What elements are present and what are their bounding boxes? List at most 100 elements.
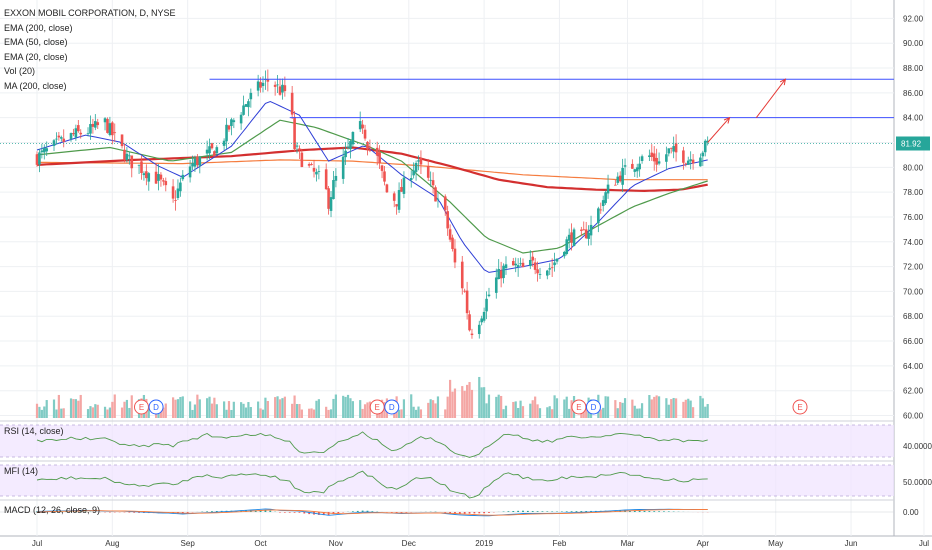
candle-body <box>208 146 211 154</box>
volume-bar <box>463 390 466 418</box>
y-tick-label: 66.00 <box>903 337 924 346</box>
volume-bar <box>585 404 588 418</box>
volume-bar <box>210 403 214 418</box>
volume-bar <box>616 408 619 418</box>
macd-histogram-bar <box>551 511 554 512</box>
volume-bar <box>342 395 345 418</box>
macd-histogram-bar <box>138 512 140 513</box>
candle-body <box>193 158 197 167</box>
candle-body <box>157 174 160 181</box>
macd-histogram-bar <box>473 512 476 514</box>
macd-histogram-bar <box>322 512 325 516</box>
legend-ema200[interactable]: EMA (200, close) <box>4 22 73 33</box>
marker-label: E <box>375 403 380 412</box>
candle-body <box>300 152 304 167</box>
macd-pane-label[interactable]: MACD (12, 26, close, 9) <box>4 505 101 515</box>
volume-bar <box>274 397 277 418</box>
candle-body <box>582 229 586 231</box>
volume-bar <box>106 409 109 418</box>
volume-bar <box>308 408 311 418</box>
legend-ema50[interactable]: EMA (50, close) <box>4 37 68 47</box>
volume-bar <box>249 407 252 418</box>
macd-histogram-bar <box>361 510 364 512</box>
macd-histogram-bar <box>643 510 646 512</box>
volume-bar <box>329 409 333 418</box>
candle-body <box>230 119 233 127</box>
candle-body <box>434 187 437 202</box>
macd-histogram-bar <box>478 512 481 514</box>
macd-histogram-bar <box>215 511 218 512</box>
candle-body <box>392 193 396 201</box>
candle-body <box>565 239 569 254</box>
volume-bar <box>614 400 617 418</box>
mfi-pane-label[interactable]: MFI (14) <box>4 466 39 476</box>
legend-ma200[interactable]: MA (200, close) <box>4 80 67 91</box>
volume-bar <box>128 407 131 418</box>
macd-histogram-bar <box>337 512 340 514</box>
candle-body <box>669 147 673 149</box>
candle-body <box>256 81 260 91</box>
candle-body <box>548 268 552 270</box>
candle-body <box>205 149 209 154</box>
volume-bar <box>563 399 566 418</box>
volume-bar <box>247 402 250 418</box>
volume-bar <box>96 404 99 418</box>
y-tick-label: 78.00 <box>903 188 924 197</box>
volume-bar <box>196 394 199 418</box>
y-tick-label: 80.00 <box>903 163 924 172</box>
candle-body <box>652 153 656 162</box>
legend-volume[interactable]: Vol (20) <box>4 66 36 76</box>
candle-body <box>701 152 705 157</box>
y-tick-label: 60.00 <box>903 412 924 421</box>
earnings-marker <box>369 399 385 415</box>
legend-ema20[interactable]: EMA (20, close) <box>4 51 68 62</box>
volume-bar <box>215 404 218 418</box>
volume-bar <box>570 400 573 418</box>
candle-body <box>555 258 559 262</box>
macd-histogram-bar <box>522 510 524 512</box>
volume-bar <box>429 399 432 418</box>
volume-bar <box>52 399 56 418</box>
macd-histogram-bar <box>526 510 529 512</box>
volume-bar <box>181 396 184 418</box>
candle-body <box>550 267 554 269</box>
chart-legend: EXXON MOBIL CORPORATION, D, NYSE EMA (20… <box>4 6 176 93</box>
candle-body <box>40 150 44 153</box>
volume-bar <box>79 394 82 418</box>
candle-body <box>351 132 355 145</box>
candle-body <box>159 174 163 180</box>
candle-body <box>477 324 481 335</box>
macd-histogram-bar <box>400 512 403 513</box>
volume-bar <box>619 401 622 418</box>
volume-bar <box>72 399 75 418</box>
volume-bar <box>361 408 364 418</box>
candle-body <box>516 265 520 268</box>
marker-label: D <box>153 403 159 412</box>
macd-histogram-bar <box>186 512 189 513</box>
volume-bar <box>689 400 692 418</box>
candle-body <box>276 84 279 86</box>
macd-histogram-bar <box>658 511 660 512</box>
candle-body <box>618 175 622 182</box>
macd-histogram-bar <box>293 512 296 513</box>
volume-bar <box>281 398 284 418</box>
macd-histogram-bar <box>259 510 262 512</box>
candle-body <box>35 154 39 165</box>
volume-bar <box>62 408 65 418</box>
volume-bar <box>449 379 452 418</box>
volume-bar <box>650 399 653 418</box>
candle-body <box>188 166 192 178</box>
volume-bar <box>300 409 303 418</box>
macd-histogram-bar <box>133 512 136 513</box>
macd-histogram-bar <box>327 512 330 516</box>
volume-bar <box>631 399 634 418</box>
volume-bar <box>125 399 129 418</box>
dividend-marker <box>585 399 601 415</box>
candle-body <box>232 120 236 123</box>
macd-histogram-bar <box>458 512 461 514</box>
macd-histogram-bar <box>488 512 490 513</box>
rsi-pane-label[interactable]: RSI (14, close) <box>4 426 64 436</box>
candle-body <box>196 156 199 166</box>
candle-body <box>395 204 398 207</box>
